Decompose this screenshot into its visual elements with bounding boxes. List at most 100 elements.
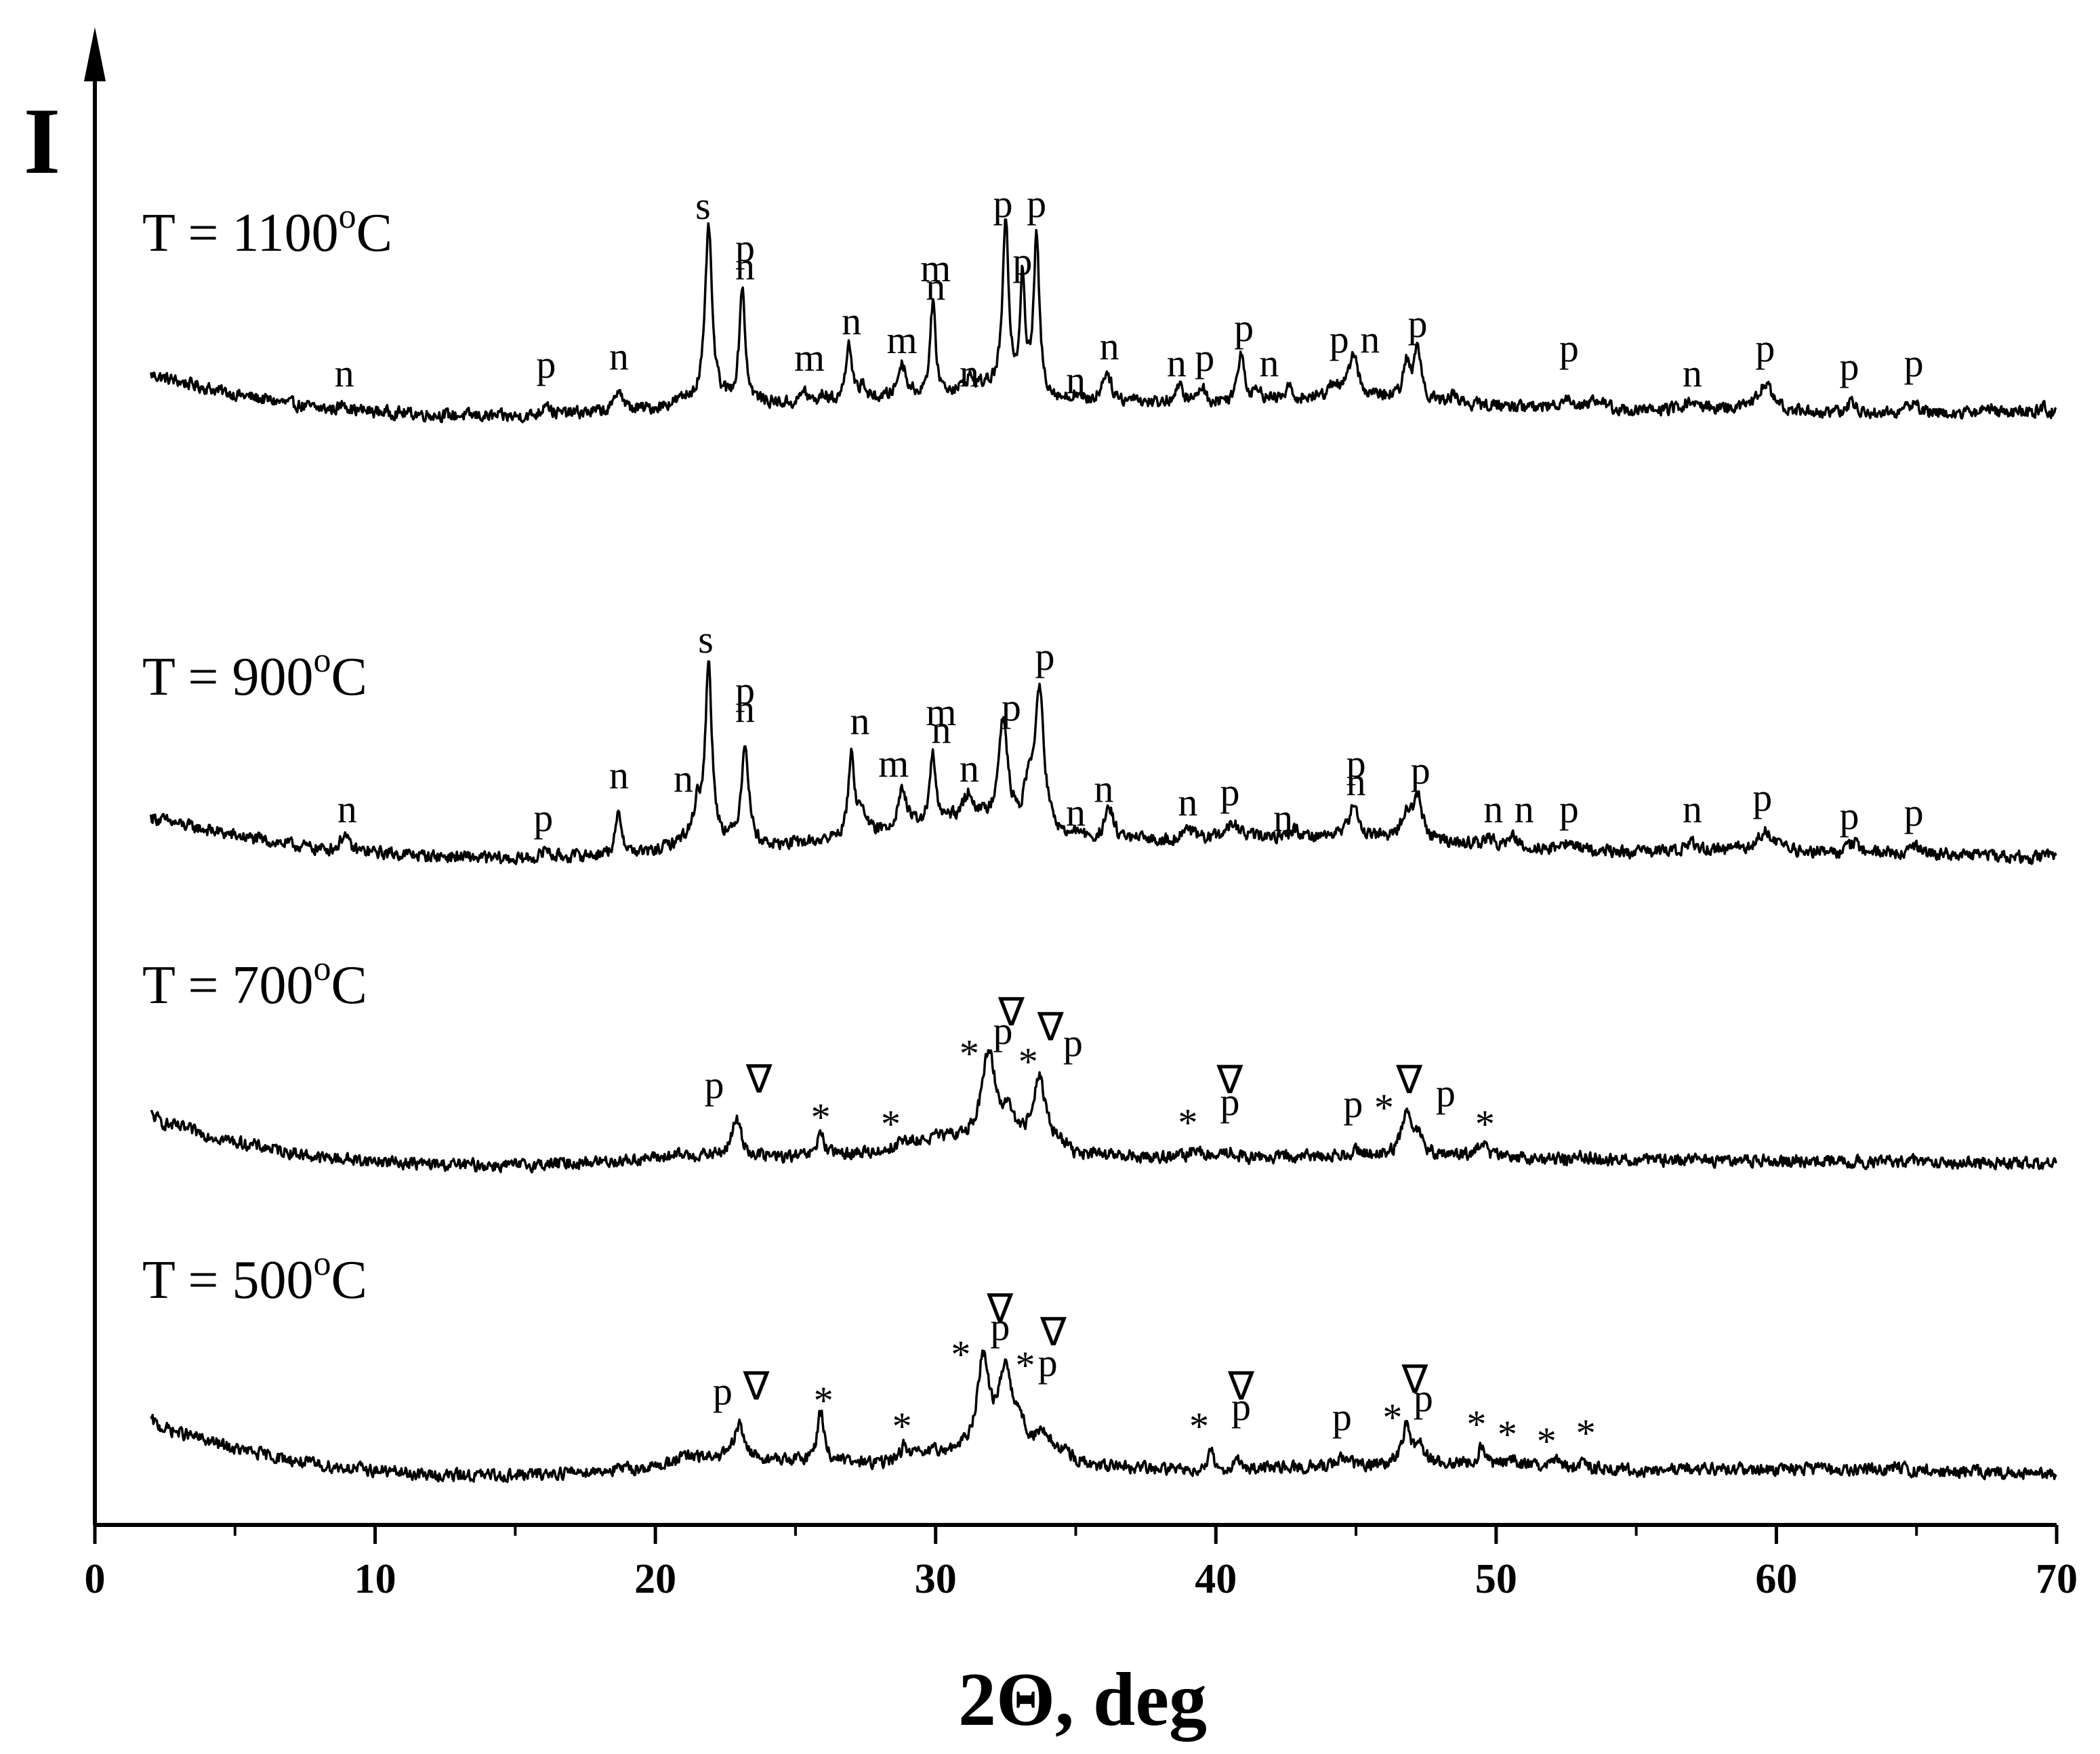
peak-label: s: [695, 184, 711, 228]
peak-label: p: [1755, 326, 1775, 370]
peak-label: n: [1178, 780, 1197, 824]
peak-label: p: [990, 1305, 1010, 1349]
x-axis-title: 2Θ, deg: [958, 1658, 1207, 1742]
peak-label: p: [993, 182, 1012, 226]
peak-label: n: [1683, 787, 1702, 831]
series-name-unit: C: [356, 203, 392, 263]
peak-label: p: [1332, 1395, 1352, 1439]
peak-label-triangle: ∇: [997, 990, 1025, 1034]
peak-label-triangle: ∇: [745, 1057, 773, 1101]
peak-label: n: [960, 746, 979, 790]
peak-label-star: *: [1382, 1395, 1402, 1440]
peak-label-triangle: ∇: [1037, 1005, 1064, 1049]
series-line: [150, 1349, 2057, 1484]
y-axis-arrow: [84, 27, 106, 81]
series-line: [149, 218, 2057, 424]
series-name-unit: C: [331, 647, 367, 707]
peak-label: n: [960, 351, 979, 395]
peak-label: n: [1273, 796, 1293, 840]
peak-label: p: [1220, 770, 1239, 814]
peak-label: p: [713, 1369, 733, 1413]
peak-label: m: [794, 335, 825, 380]
peak-label: n: [1346, 760, 1366, 804]
peak-label: n: [842, 299, 861, 343]
peak-label: n: [1683, 351, 1702, 395]
peak-label: p: [1012, 239, 1032, 283]
peak-label-triangle: ∇: [986, 1286, 1013, 1330]
peak-label-triangle: ∇: [1216, 1058, 1243, 1102]
series-name-text: T = 500: [142, 1250, 314, 1310]
peak-label: p: [1220, 1080, 1239, 1124]
peak-label: p: [735, 668, 755, 712]
series-name-sup: o: [314, 950, 331, 988]
series-name-sup: o: [339, 197, 356, 236]
peak-label: p: [536, 342, 556, 386]
peak-label-star: *: [951, 1332, 970, 1376]
x-tick-label: 40: [1195, 1556, 1237, 1602]
series-name-sup: o: [314, 1244, 331, 1283]
series-name-text: T = 700: [142, 956, 314, 1015]
peak-label: p: [1408, 302, 1428, 346]
peak-label: p: [993, 1008, 1012, 1053]
peak-label-star: *: [1016, 1343, 1035, 1387]
series-name-unit: C: [331, 956, 367, 1015]
peak-label: p: [1414, 1376, 1433, 1420]
series-line: [150, 1048, 2057, 1174]
peak-label: p: [1839, 344, 1859, 388]
series-name-label: T = 900oC: [142, 641, 367, 707]
peak-label-star: *: [1537, 1419, 1557, 1463]
peak-label: n: [335, 351, 354, 395]
peak-label-star: *: [881, 1102, 901, 1146]
x-tick-label: 70: [2036, 1556, 2078, 1602]
peak-label-triangle: ∇: [1395, 1058, 1422, 1102]
peak-label: p: [1752, 775, 1772, 819]
peak-label: n: [1066, 358, 1086, 402]
peak-label: n: [1066, 790, 1086, 834]
peak-label-star: *: [960, 1032, 979, 1076]
peak-label: p: [1904, 790, 1924, 834]
peak-label-star: *: [1475, 1102, 1495, 1146]
series-name-unit: C: [331, 1250, 367, 1310]
peak-label: n: [850, 699, 870, 743]
peak-label: p: [1559, 326, 1579, 370]
peak-label: s: [698, 617, 714, 661]
peak-label: m: [878, 741, 909, 786]
peak-label: n: [674, 756, 693, 800]
peak-label: p: [1343, 1082, 1363, 1126]
peak-label: p: [1231, 1385, 1251, 1429]
peak-label: p: [735, 226, 755, 270]
peak-label-star: *: [1466, 1402, 1486, 1446]
peak-label: n: [926, 264, 945, 308]
x-tick-label: 0: [85, 1556, 106, 1602]
peak-label: p: [1195, 335, 1214, 380]
peak-label-triangle: ∇: [1039, 1310, 1067, 1354]
peak-label: n: [337, 787, 357, 831]
peak-label: p: [1436, 1071, 1456, 1115]
peak-label: n: [1100, 324, 1119, 368]
x-tick-label: 60: [1755, 1556, 1797, 1602]
peak-label-star: *: [811, 1095, 831, 1139]
peak-label: p: [1038, 1341, 1058, 1385]
peak-label-star: *: [814, 1379, 833, 1423]
peak-label-star: *: [1576, 1411, 1596, 1455]
peak-label-triangle: ∇: [1227, 1364, 1254, 1408]
peak-label: m: [926, 690, 956, 734]
series-name-text: T = 1100: [142, 203, 339, 263]
peak-label: p: [1035, 634, 1055, 678]
peak-label: p: [1063, 1021, 1083, 1065]
peak-label: n: [1259, 341, 1279, 385]
peak-label: n: [735, 244, 755, 288]
peak-label-star: *: [1374, 1086, 1394, 1130]
axes: 0 10 20 30 40 50 60 70 2Θ, deg I: [24, 27, 2078, 1742]
peak-label: n: [1483, 787, 1503, 831]
peak-label: n: [1094, 767, 1113, 811]
series-name-text: T = 900: [142, 647, 314, 707]
peak-label: p: [1904, 341, 1924, 385]
series-name-label: T = 1100oC: [142, 197, 392, 263]
peak-label: n: [1515, 787, 1534, 831]
peak-label-star: *: [1189, 1404, 1209, 1448]
peak-label: n: [1360, 317, 1380, 361]
peak-label: m: [887, 318, 918, 362]
